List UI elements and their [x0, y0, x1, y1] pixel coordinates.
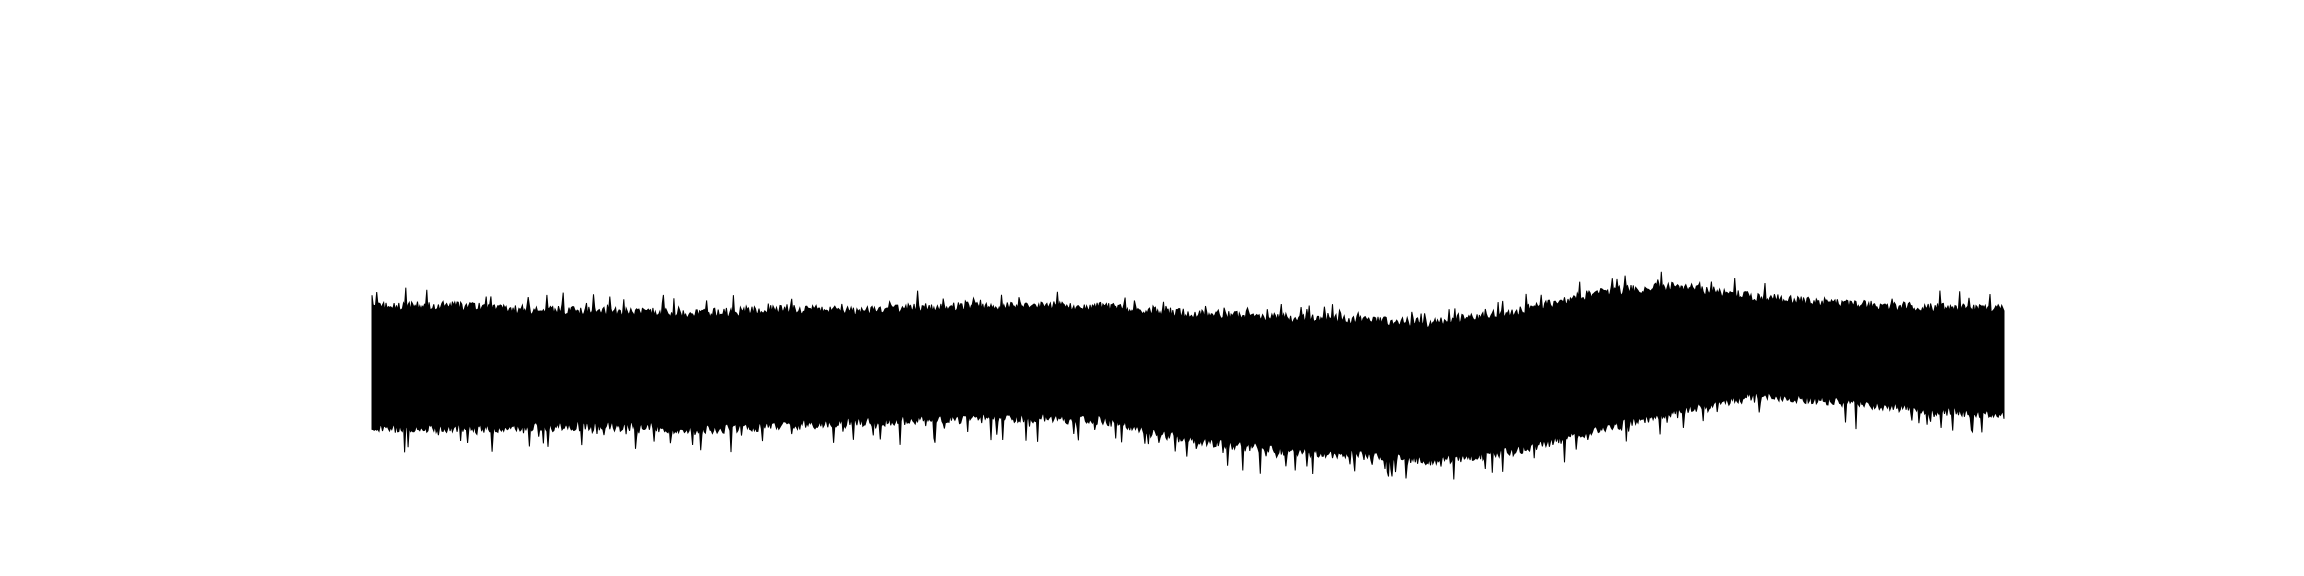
waveform-area-series-0 — [371, 271, 2005, 480]
plot-area — [371, 271, 2005, 480]
